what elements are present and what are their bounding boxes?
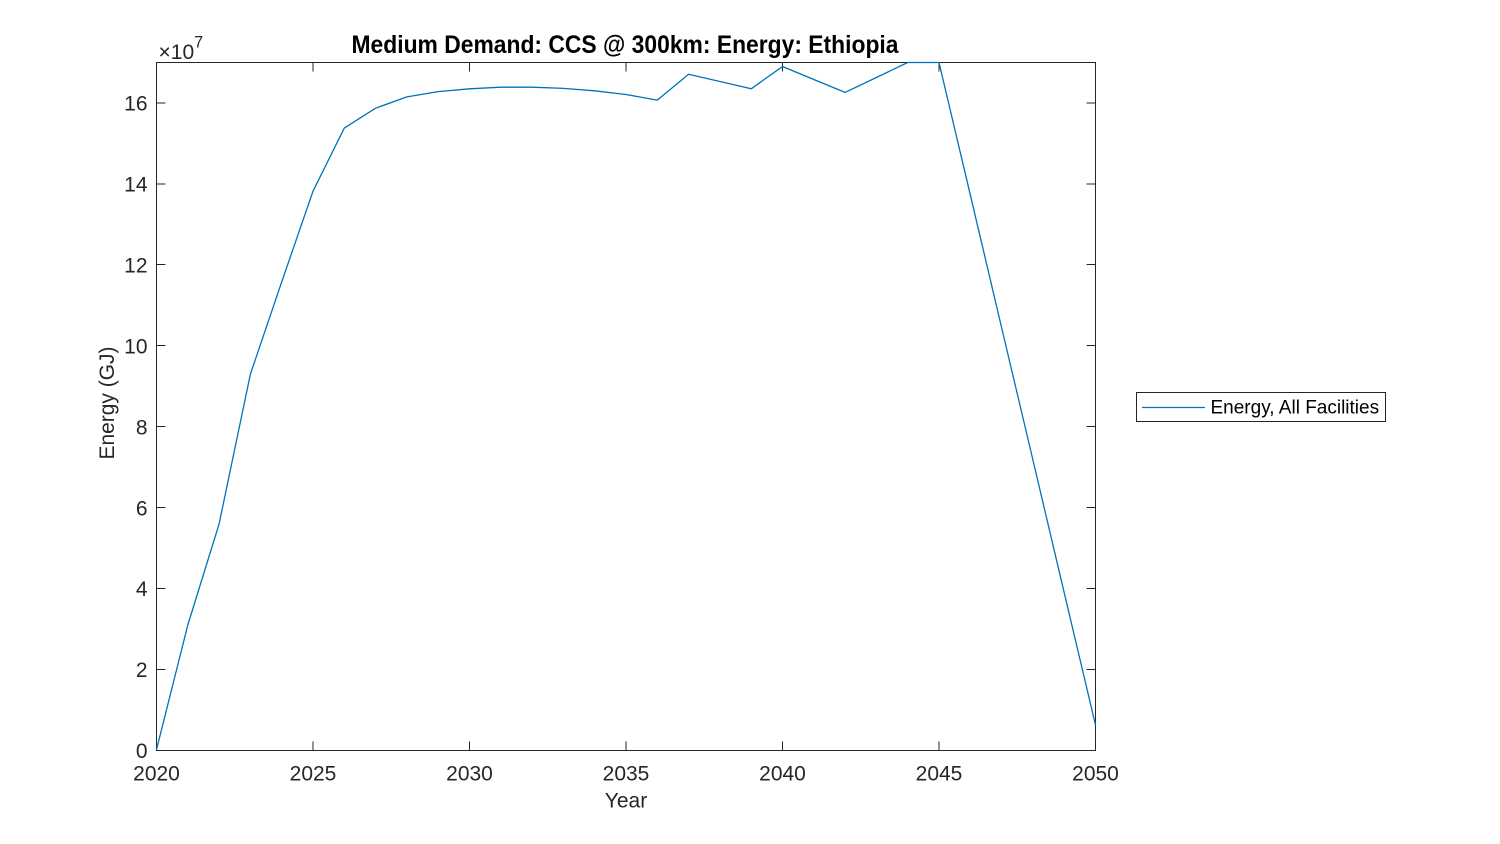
svg-text:10: 10 [124,335,147,358]
svg-text:Medium Demand: CCS @ 300km: En: Medium Demand: CCS @ 300km: Energy: Ethi… [352,31,900,59]
svg-text:8: 8 [136,416,148,439]
svg-text:14: 14 [124,174,148,197]
svg-text:6: 6 [136,497,148,520]
svg-text:2040: 2040 [759,763,806,786]
svg-text:2050: 2050 [1072,763,1119,786]
svg-text:Energy (GJ): Energy (GJ) [96,347,119,460]
svg-text:2020: 2020 [133,763,180,786]
svg-text:0: 0 [136,740,148,763]
svg-text:2: 2 [136,659,148,682]
svg-text:2025: 2025 [290,763,337,786]
svg-text:2030: 2030 [446,763,493,786]
svg-text:2045: 2045 [916,763,963,786]
svg-text:2035: 2035 [603,763,650,786]
svg-text:12: 12 [124,255,147,278]
svg-text:16: 16 [124,93,147,116]
svg-text:Energy, All Facilities: Energy, All Facilities [1211,397,1380,418]
svg-text:Year: Year [605,790,647,813]
svg-text:4: 4 [136,578,148,601]
